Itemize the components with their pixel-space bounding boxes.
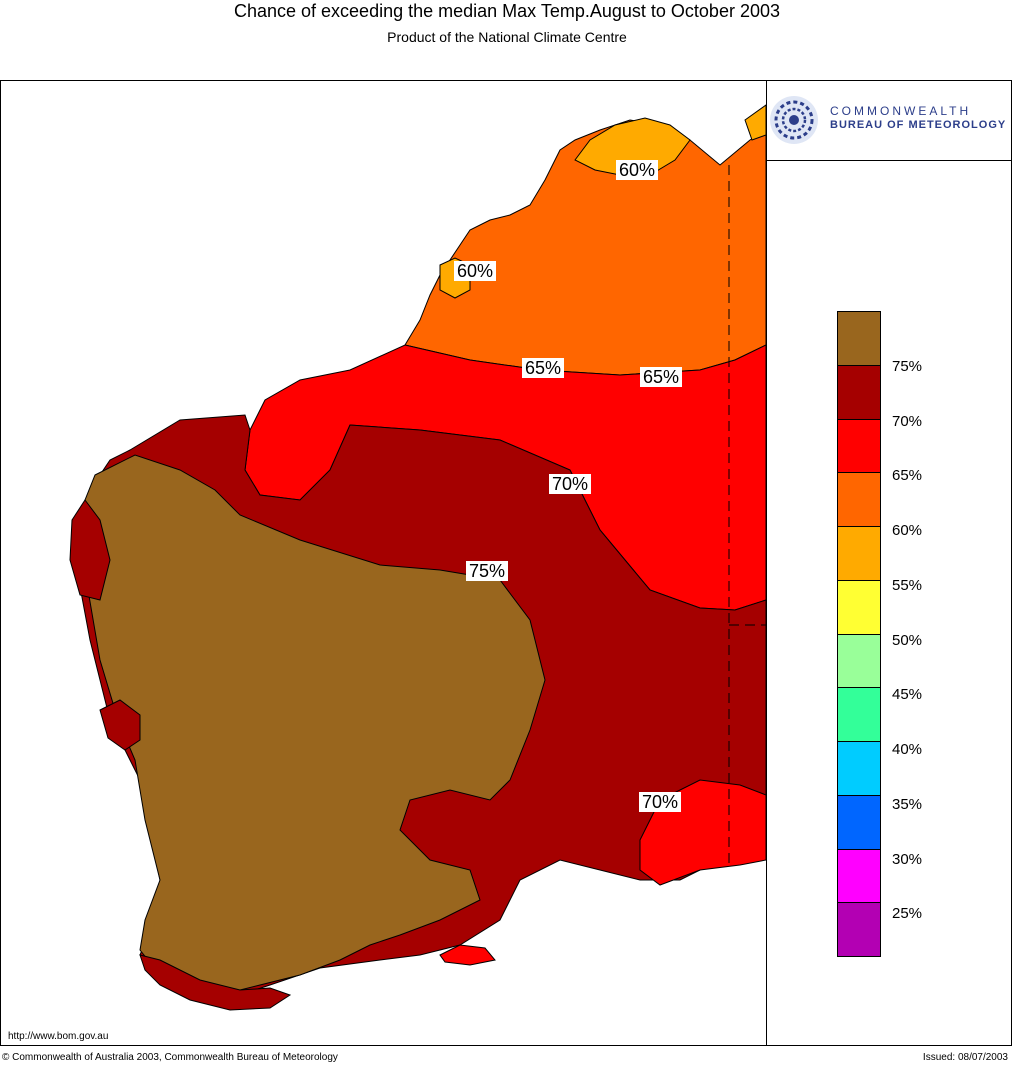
legend xyxy=(837,311,881,957)
legend-swatch xyxy=(837,848,881,904)
legend-swatch xyxy=(837,794,881,850)
map-label-kimberley: 60% xyxy=(616,160,659,180)
region-55-north xyxy=(574,117,691,176)
region-70-south xyxy=(139,954,292,1011)
legend-swatch xyxy=(837,687,881,742)
legend-label: 30% xyxy=(892,850,923,868)
map-label-inner-sw: 75% xyxy=(466,561,509,581)
copyright-text: © Commonwealth of Australia 2003, Common… xyxy=(2,1052,338,1063)
legend-label: 45% xyxy=(892,686,923,704)
legend-label: 25% xyxy=(892,905,923,923)
legend-swatch xyxy=(837,472,881,527)
map-label-southeast: 70% xyxy=(639,792,682,812)
region-75 xyxy=(84,454,546,996)
logo-line-1: COMMONWEALTH xyxy=(830,104,972,118)
map-title: Chance of exceeding the median Max Temp.… xyxy=(233,1,780,21)
legend-label: 70% xyxy=(892,412,923,430)
legend-swatch xyxy=(837,633,881,689)
region-70-coast-sw xyxy=(99,699,141,751)
map-label-pilbara-mid: 65% xyxy=(522,358,565,378)
legend-label: 50% xyxy=(892,631,923,649)
legend-swatch xyxy=(837,311,881,366)
swirl-logo-icon xyxy=(770,96,818,144)
region-55-ne xyxy=(744,104,766,141)
legend-label: 60% xyxy=(892,522,923,539)
panel-divider xyxy=(766,80,767,1046)
legend-swatch xyxy=(837,579,881,635)
legend-label: 40% xyxy=(892,741,923,758)
western-australia-map xyxy=(69,104,766,1011)
legend-swatch xyxy=(837,364,881,420)
logo-line-2: BUREAU OF METEOROLOGY xyxy=(830,119,1007,131)
issued-date: Issued: 08/07/2003 xyxy=(922,1052,1008,1063)
map-label-dampier: 60% xyxy=(454,261,497,281)
legend-label: 35% xyxy=(892,795,923,813)
legend-swatch xyxy=(837,526,881,581)
region-65-coast xyxy=(439,944,496,966)
map-subtitle: Product of the National Climate Centre xyxy=(387,29,627,45)
map-label-central: 70% xyxy=(549,474,592,494)
map-label-pilbara-east: 65% xyxy=(640,367,683,387)
legend-label: 65% xyxy=(892,467,923,485)
logo-divider xyxy=(767,160,1011,161)
website-url[interactable]: http://www.bom.gov.au xyxy=(8,1031,109,1042)
legend-swatch xyxy=(837,418,881,474)
legend-swatch xyxy=(837,741,881,796)
map-frame xyxy=(0,80,1012,1046)
legend-label: 55% xyxy=(892,576,923,594)
region-70-coast-w xyxy=(69,499,111,601)
legend-label: 75% xyxy=(892,357,923,375)
legend-swatch xyxy=(837,902,881,957)
